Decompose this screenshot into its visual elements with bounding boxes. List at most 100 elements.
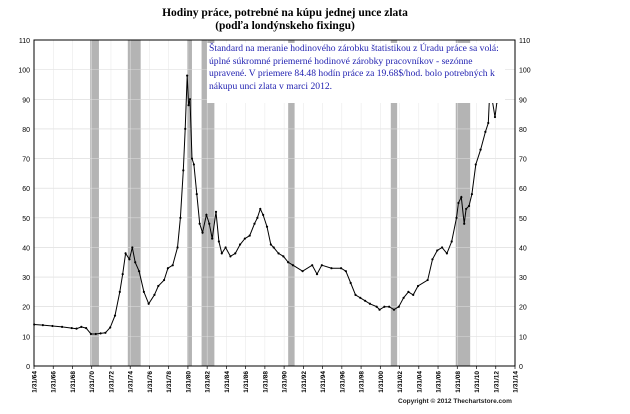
y-tick-label-right: 70 [519, 157, 527, 164]
data-point [113, 314, 117, 317]
data-point [315, 273, 319, 276]
data-point [60, 325, 64, 328]
data-point [166, 267, 170, 270]
data-point [229, 255, 232, 258]
data-point [378, 308, 381, 311]
data-point [195, 193, 198, 196]
x-tick-label: 1/31/74 [128, 371, 135, 393]
data-point [383, 305, 386, 308]
data-point [220, 252, 223, 255]
data-point [153, 293, 156, 296]
data-point [259, 207, 262, 211]
x-tick-label: 1/31/76 [147, 371, 154, 393]
data-point [94, 332, 97, 336]
data-point [89, 332, 93, 336]
x-tick-label: 1/31/00 [378, 371, 385, 393]
data-point [339, 267, 343, 270]
series-line [33, 74, 499, 336]
data-point [330, 267, 333, 270]
data-point [277, 252, 280, 255]
data-point [104, 331, 107, 334]
y-tick-label-right: 50 [519, 216, 527, 223]
data-point [445, 252, 448, 255]
y-tick-label-right: 10 [519, 334, 527, 341]
x-tick-label: 1/31/68 [70, 371, 77, 393]
data-point [460, 195, 463, 199]
data-point [243, 237, 246, 240]
x-tick-label: 1/31/88 [262, 371, 269, 393]
chart-title: Hodiny práce, potrebné na kúpu jednej un… [162, 7, 408, 19]
recession-band [455, 40, 471, 366]
data-point [186, 74, 189, 77]
y-tick-label: 30 [22, 275, 30, 282]
data-point [402, 296, 405, 299]
data-point [131, 246, 134, 249]
data-point [436, 249, 439, 252]
y-tick-label-right: 0 [519, 364, 523, 371]
data-point [214, 210, 218, 213]
y-axis-left: 0 10 20 30 40 50 60 70 80 90 100 110 [18, 38, 30, 371]
y-tick-label: 60 [22, 186, 30, 193]
y-tick-label: 10 [22, 334, 30, 341]
recession-bands [90, 40, 471, 366]
series-path [34, 75, 498, 335]
x-tick-label: 1/31/86 [243, 371, 250, 393]
x-tick-label: 1/31/96 [339, 371, 346, 393]
x-tick-label: 1/31/84 [224, 371, 231, 393]
x-tick-label: 1/31/14 [513, 371, 520, 393]
y-tick-label-right: 110 [519, 38, 530, 45]
recession-band [90, 40, 99, 366]
data-point [364, 299, 367, 302]
recession-band [187, 40, 192, 366]
copyright-text: Copyright © 2012 Thechartstore.com [398, 398, 512, 405]
data-point [134, 261, 137, 264]
plot-area-border [33, 39, 516, 367]
data-point [41, 324, 44, 327]
data-point [455, 216, 458, 219]
data-point [184, 127, 187, 131]
data-point [253, 222, 256, 225]
x-axis: 1/31/64 1/31/66 1/31/68 1/31/70 1/31/72 1/31/… [32, 366, 520, 393]
data-point [440, 246, 444, 249]
data-point [368, 302, 372, 305]
x-tick-label: 1/31/90 [282, 371, 289, 393]
data-point [248, 234, 251, 237]
data-point [51, 324, 54, 328]
data-point [182, 169, 185, 172]
data-point [457, 201, 460, 205]
data-point [388, 305, 391, 308]
data-point [484, 130, 487, 133]
data-point [118, 290, 121, 294]
recession-band [288, 40, 295, 366]
x-tick-label: 1/31/98 [359, 371, 366, 393]
data-point [474, 163, 477, 166]
data-point [142, 290, 145, 294]
data-point [205, 213, 208, 216]
chart-annotation: Štandard na meranie hodinového zárobku š… [207, 43, 505, 103]
data-point [311, 264, 314, 267]
data-point [147, 302, 150, 305]
y-tick-label-right: 30 [519, 275, 527, 282]
data-point [354, 293, 357, 296]
data-point [192, 163, 195, 166]
data-point [320, 264, 323, 267]
x-tick-label: 1/31/06 [436, 371, 443, 393]
data-point [198, 222, 201, 225]
y-tick-label: 0 [26, 364, 30, 371]
y-tick-label: 40 [22, 245, 30, 252]
data-point [238, 243, 242, 246]
x-tick-label: 1/31/82 [205, 371, 212, 393]
data-point [201, 231, 204, 234]
data-point [349, 281, 352, 285]
y-tick-label: 20 [22, 305, 30, 312]
x-tick-label: 1/31/92 [301, 371, 308, 393]
y-tick-label: 100 [18, 68, 30, 75]
data-point [265, 225, 269, 228]
x-tick-label: 1/31/80 [185, 371, 192, 393]
data-point [375, 305, 378, 308]
y-tick-label-right: 80 [519, 127, 527, 134]
recession-band [201, 40, 215, 366]
recession-band [390, 40, 398, 366]
data-point [392, 308, 396, 311]
